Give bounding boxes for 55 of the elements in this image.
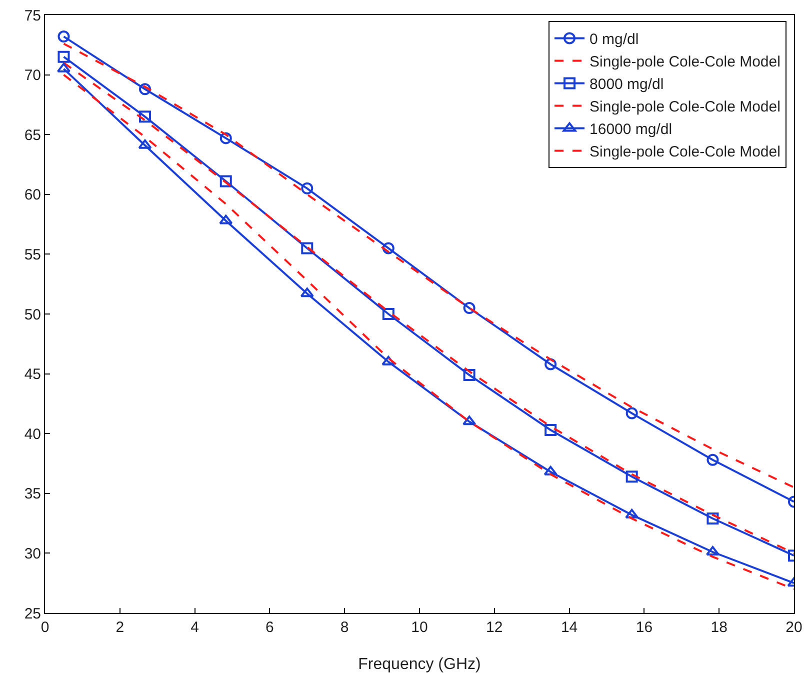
point [626,407,638,420]
point [301,242,314,254]
point [138,83,151,96]
x-tick-label: 10 [411,619,428,636]
point [382,356,396,366]
y-tick-label: 45 [24,366,41,384]
legend-label: Single-pole Cole-Cole Model [590,144,780,161]
legend-label: Single-pole Cole-Cole Model [590,98,780,116]
point [138,110,151,123]
point [544,424,557,436]
x-tick-label: 0 [40,619,50,636]
y-tick-label: 40 [24,426,41,443]
point [462,416,476,426]
point [300,288,314,298]
point [706,454,719,466]
x-tick-label: 2 [116,619,124,636]
x-tick-label: 4 [190,619,199,636]
point [58,50,70,63]
x-tick-label: 6 [266,619,274,636]
legend-label: 16000 mg/dl [590,121,672,138]
x-tick-label: 14 [560,619,578,636]
point [463,302,476,314]
point [625,508,639,518]
legend-label: 8000 mg/dl [590,76,664,94]
point [58,30,70,43]
point [138,139,152,149]
y-tick-label: 75 [24,7,41,24]
x-tick-label: 20 [786,619,802,636]
point [56,62,70,72]
x-tick-label: 8 [340,619,349,636]
y-tick-label: 60 [24,186,41,204]
point [382,242,394,254]
x-tick-label: 16 [636,619,653,636]
y-tick-label: 65 [24,126,41,144]
point [706,512,719,525]
point [382,308,394,320]
x-tick-label: 12 [486,619,503,636]
y-tick-label: 70 [24,67,41,84]
point [626,470,638,483]
point [219,214,233,224]
x-axis-title: Frequency (GHz) [358,656,481,673]
x-tick-label: 18 [710,619,728,636]
y-tick-label: 25 [24,605,41,622]
point [544,358,557,370]
legend-label: Single-pole Cole-Cole Model [590,54,780,71]
point [463,369,476,381]
y-tick-label: 35 [24,486,41,503]
point [220,175,232,188]
legend-label: 0 mg/dl [590,31,639,48]
y-tick-label: 55 [24,246,41,264]
y-tick-label: 30 [24,545,41,562]
point [220,132,232,144]
point [544,466,558,476]
y-tick-label: 50 [24,306,41,324]
point [301,182,314,194]
